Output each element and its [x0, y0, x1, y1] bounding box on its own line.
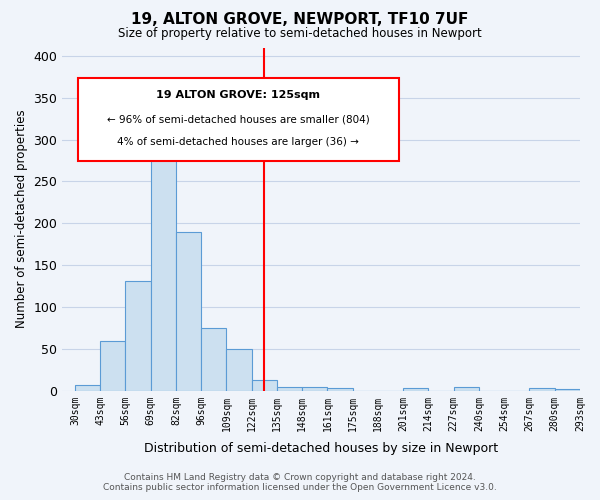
Bar [251, 380, 277, 391]
FancyBboxPatch shape [78, 78, 399, 161]
Bar [403, 388, 428, 391]
Text: Contains HM Land Registry data © Crown copyright and database right 2024.
Contai: Contains HM Land Registry data © Crown c… [103, 473, 497, 492]
Bar [555, 389, 580, 391]
Y-axis label: Number of semi-detached properties: Number of semi-detached properties [15, 110, 28, 328]
Bar [151, 136, 176, 391]
Text: Size of property relative to semi-detached houses in Newport: Size of property relative to semi-detach… [118, 28, 482, 40]
Bar [302, 386, 328, 391]
X-axis label: Distribution of semi-detached houses by size in Newport: Distribution of semi-detached houses by … [144, 442, 498, 455]
Text: 19, ALTON GROVE, NEWPORT, TF10 7UF: 19, ALTON GROVE, NEWPORT, TF10 7UF [131, 12, 469, 28]
Bar [201, 328, 226, 391]
Text: 4% of semi-detached houses are larger (36) →: 4% of semi-detached houses are larger (3… [118, 137, 359, 147]
Text: ← 96% of semi-detached houses are smaller (804): ← 96% of semi-detached houses are smalle… [107, 114, 370, 124]
Bar [100, 340, 125, 391]
Text: 19 ALTON GROVE: 125sqm: 19 ALTON GROVE: 125sqm [157, 90, 320, 101]
Bar [529, 388, 555, 391]
Bar [454, 388, 479, 391]
Bar [277, 386, 302, 391]
Bar [226, 349, 251, 391]
Bar [125, 281, 151, 391]
Bar [75, 385, 100, 391]
Bar [328, 388, 353, 391]
Bar [176, 232, 201, 391]
